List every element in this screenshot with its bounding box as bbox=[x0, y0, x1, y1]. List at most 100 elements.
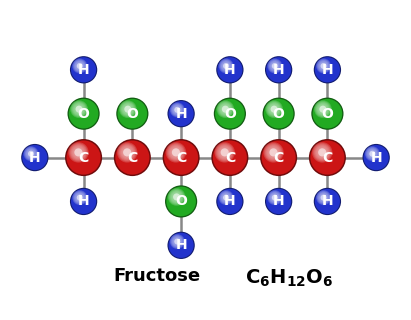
Circle shape bbox=[367, 148, 377, 159]
Circle shape bbox=[167, 143, 185, 162]
Circle shape bbox=[124, 105, 132, 113]
Circle shape bbox=[219, 59, 233, 73]
Circle shape bbox=[271, 62, 278, 69]
Circle shape bbox=[77, 63, 83, 69]
Text: C: C bbox=[225, 151, 235, 164]
Circle shape bbox=[315, 57, 340, 82]
Circle shape bbox=[74, 60, 85, 72]
Circle shape bbox=[118, 143, 136, 162]
Circle shape bbox=[321, 63, 327, 69]
Circle shape bbox=[70, 188, 97, 215]
Text: O: O bbox=[321, 107, 333, 121]
Circle shape bbox=[270, 61, 280, 71]
Circle shape bbox=[365, 146, 380, 161]
Circle shape bbox=[28, 151, 34, 157]
Circle shape bbox=[72, 190, 87, 205]
Circle shape bbox=[116, 98, 148, 130]
Circle shape bbox=[21, 144, 48, 171]
Circle shape bbox=[123, 104, 133, 114]
Circle shape bbox=[217, 101, 233, 117]
Circle shape bbox=[316, 59, 331, 74]
Circle shape bbox=[319, 193, 329, 203]
Circle shape bbox=[216, 56, 244, 84]
Circle shape bbox=[172, 236, 182, 247]
Circle shape bbox=[73, 103, 85, 115]
Circle shape bbox=[169, 189, 185, 205]
Circle shape bbox=[221, 105, 229, 113]
Circle shape bbox=[171, 104, 183, 116]
Circle shape bbox=[75, 105, 83, 113]
Text: C: C bbox=[322, 151, 332, 164]
Circle shape bbox=[73, 191, 86, 204]
Circle shape bbox=[166, 142, 186, 163]
Circle shape bbox=[265, 188, 292, 215]
Circle shape bbox=[319, 106, 326, 113]
Circle shape bbox=[170, 102, 185, 117]
Circle shape bbox=[174, 238, 180, 244]
Circle shape bbox=[270, 193, 279, 202]
Text: H: H bbox=[78, 63, 90, 77]
Text: H: H bbox=[273, 195, 284, 208]
Circle shape bbox=[264, 143, 283, 162]
Circle shape bbox=[76, 62, 83, 69]
Text: H: H bbox=[29, 151, 41, 164]
Circle shape bbox=[74, 148, 83, 156]
Circle shape bbox=[165, 185, 197, 218]
Circle shape bbox=[123, 148, 131, 156]
Circle shape bbox=[310, 140, 344, 175]
Circle shape bbox=[267, 59, 282, 74]
Circle shape bbox=[170, 147, 182, 158]
Circle shape bbox=[315, 101, 331, 117]
Text: H: H bbox=[175, 238, 187, 252]
Circle shape bbox=[171, 236, 183, 247]
Circle shape bbox=[265, 100, 283, 118]
Circle shape bbox=[269, 148, 278, 157]
Circle shape bbox=[316, 190, 331, 205]
Circle shape bbox=[71, 101, 87, 117]
Circle shape bbox=[164, 140, 198, 175]
Circle shape bbox=[260, 139, 297, 176]
Circle shape bbox=[220, 60, 232, 72]
Circle shape bbox=[271, 194, 278, 201]
Circle shape bbox=[115, 140, 150, 175]
Circle shape bbox=[268, 59, 282, 73]
Circle shape bbox=[314, 56, 341, 84]
Circle shape bbox=[217, 189, 242, 214]
Circle shape bbox=[320, 62, 327, 69]
Circle shape bbox=[121, 102, 135, 116]
Circle shape bbox=[272, 63, 278, 69]
Circle shape bbox=[70, 56, 97, 84]
Circle shape bbox=[168, 144, 184, 160]
Circle shape bbox=[174, 107, 180, 113]
Circle shape bbox=[169, 101, 194, 126]
Text: H: H bbox=[175, 107, 187, 121]
Circle shape bbox=[76, 194, 83, 201]
Text: H: H bbox=[224, 63, 236, 77]
Circle shape bbox=[76, 106, 83, 113]
Circle shape bbox=[25, 148, 37, 160]
Circle shape bbox=[218, 145, 232, 159]
Circle shape bbox=[26, 148, 36, 159]
Text: O: O bbox=[78, 107, 90, 121]
Circle shape bbox=[215, 99, 245, 128]
Circle shape bbox=[72, 102, 86, 116]
Circle shape bbox=[219, 147, 231, 158]
Circle shape bbox=[171, 191, 182, 203]
Circle shape bbox=[74, 104, 84, 114]
Circle shape bbox=[122, 103, 134, 115]
Circle shape bbox=[163, 139, 200, 176]
Circle shape bbox=[119, 144, 135, 160]
Circle shape bbox=[22, 145, 47, 170]
Circle shape bbox=[222, 62, 231, 70]
Circle shape bbox=[27, 149, 35, 158]
Circle shape bbox=[167, 100, 195, 127]
Circle shape bbox=[73, 59, 86, 73]
Circle shape bbox=[76, 62, 84, 70]
Circle shape bbox=[120, 101, 136, 117]
Circle shape bbox=[318, 192, 330, 204]
Circle shape bbox=[272, 195, 278, 201]
Circle shape bbox=[223, 195, 229, 201]
Circle shape bbox=[119, 100, 137, 118]
Circle shape bbox=[171, 103, 184, 116]
Circle shape bbox=[70, 144, 86, 160]
